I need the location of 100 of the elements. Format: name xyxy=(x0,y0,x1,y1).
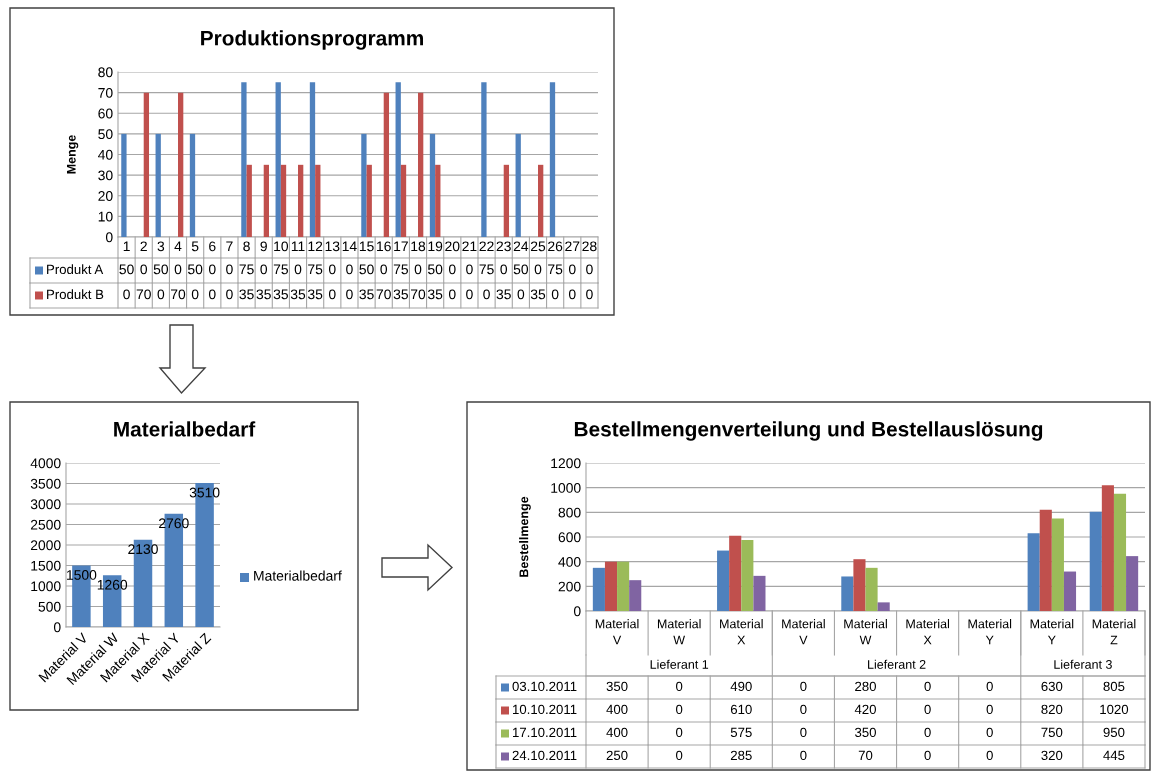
x-tick-label: Material W xyxy=(657,619,701,645)
data-label: 35 xyxy=(239,289,254,300)
data-label: 0 xyxy=(466,264,473,275)
data-label: 0 xyxy=(924,681,931,692)
y-tick-label: 600 xyxy=(558,532,581,543)
data-label: 0 xyxy=(986,681,993,692)
x-tick-label: 6 xyxy=(209,241,216,252)
x-tick-label: 10 xyxy=(274,241,289,252)
data-label: 750 xyxy=(1041,727,1063,738)
data-label: 70 xyxy=(376,289,391,300)
bar xyxy=(741,540,754,611)
x-tick-label: 20 xyxy=(445,241,460,252)
bar xyxy=(1027,533,1040,611)
bar xyxy=(121,133,127,237)
y-tick-label: 1000 xyxy=(31,581,61,592)
y-tick-label: 10 xyxy=(98,211,113,222)
x-tick-label: 2 xyxy=(140,241,147,252)
data-label: 0 xyxy=(986,704,993,715)
bar xyxy=(143,92,150,237)
x-tick-label: 16 xyxy=(377,241,391,252)
data-label: 805 xyxy=(1103,681,1125,692)
data-label: 35 xyxy=(496,289,511,300)
data-label: 70 xyxy=(410,289,426,300)
data-label: 0 xyxy=(414,264,422,275)
y-tick-label: 30 xyxy=(98,170,113,181)
y-tick-label: 400 xyxy=(558,557,581,567)
x-tick-label: 11 xyxy=(291,241,305,252)
x-tick-label: Material V xyxy=(595,619,639,645)
data-label: 445 xyxy=(1103,750,1125,761)
bar xyxy=(383,92,390,237)
data-label: 0 xyxy=(226,289,233,300)
bar xyxy=(629,580,642,611)
legend-label: 03.10.2011 xyxy=(512,681,577,692)
bar xyxy=(361,133,367,237)
x-tick-label: 4 xyxy=(174,241,182,252)
data-label: 75 xyxy=(393,264,408,275)
y-tick-label: 20 xyxy=(98,191,113,201)
data-label: 0 xyxy=(924,750,931,761)
y-tick-label: 3500 xyxy=(30,478,61,489)
data-label: 0 xyxy=(448,264,456,275)
x-tick-label: 9 xyxy=(260,241,267,252)
data-label: 0 xyxy=(294,264,302,275)
x-tick-label: 22 xyxy=(479,241,494,252)
x-tick-label: 12 xyxy=(308,241,323,252)
bar xyxy=(481,82,487,237)
y-tick-label: 50 xyxy=(98,129,113,140)
data-label: 350 xyxy=(606,681,628,692)
x-tick-label: 3 xyxy=(157,241,165,252)
data-label: 70 xyxy=(170,289,186,300)
data-label: 0 xyxy=(483,289,490,300)
data-label: 0 xyxy=(140,264,148,275)
x-tick-label: 1 xyxy=(123,241,130,252)
bar xyxy=(865,567,878,611)
x-tick-label: 15 xyxy=(359,241,374,252)
data-label: 0 xyxy=(676,727,683,738)
bar xyxy=(1089,511,1102,611)
bar xyxy=(155,133,161,237)
y-tick-label: 0 xyxy=(105,232,113,243)
data-label: 0 xyxy=(586,289,593,300)
data-label: 75 xyxy=(239,264,254,275)
bar xyxy=(429,133,436,237)
x-tick-label: Material Z xyxy=(1092,619,1136,645)
x-tick-label: 21 xyxy=(462,241,477,252)
y-tick-label: 40 xyxy=(98,149,113,160)
x-tick-label: 5 xyxy=(191,241,199,252)
x-tick-label: 25 xyxy=(530,241,546,252)
x-tick-label: 8 xyxy=(243,241,250,252)
x-tick-label: 19 xyxy=(428,241,443,252)
x-tick-label: 13 xyxy=(325,241,340,252)
data-label: 0 xyxy=(924,727,931,738)
y-tick-label: 800 xyxy=(558,507,581,518)
data-label: 0 xyxy=(676,681,683,692)
legend-label: 10.10.2011 xyxy=(513,704,577,715)
bar xyxy=(189,133,196,237)
bar xyxy=(1126,556,1139,611)
x-tick-label: 24 xyxy=(513,241,529,252)
data-label: 0 xyxy=(586,264,593,275)
data-label: 75 xyxy=(273,264,288,275)
bar xyxy=(241,82,247,237)
data-label: 1020 xyxy=(1100,704,1129,715)
data-label: 420 xyxy=(854,704,876,715)
y-tick-label: 60 xyxy=(98,108,113,119)
x-tick-label: Material W xyxy=(844,619,887,645)
data-label: 0 xyxy=(676,704,683,715)
bar xyxy=(1039,509,1052,611)
data-label: 75 xyxy=(308,264,323,275)
data-label: 0 xyxy=(191,289,199,300)
chart-title: Materialbedarf xyxy=(114,421,256,437)
data-label: 350 xyxy=(855,727,876,738)
data-label: 0 xyxy=(500,264,508,275)
bar xyxy=(841,576,854,611)
legend-label: 24.10.2011 xyxy=(512,750,577,761)
data-label: 75 xyxy=(548,264,563,275)
data-label: 490 xyxy=(730,681,752,692)
data-label: 575 xyxy=(730,727,752,738)
y-tick-label: 1500 xyxy=(31,560,61,571)
data-label: 35 xyxy=(273,289,288,300)
data-label: 35 xyxy=(359,289,374,300)
bar xyxy=(538,164,544,237)
bar xyxy=(263,164,270,237)
